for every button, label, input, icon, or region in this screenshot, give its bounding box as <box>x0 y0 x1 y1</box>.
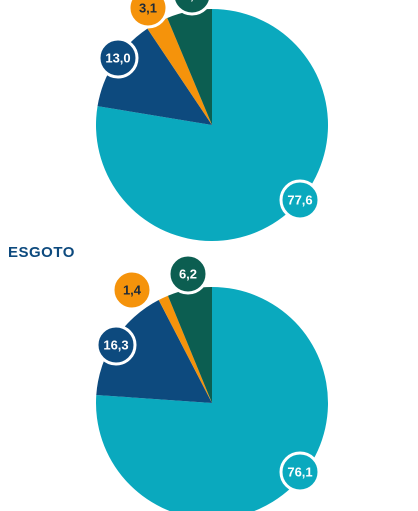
pie-slice <box>167 287 212 403</box>
pie-slice <box>147 17 212 125</box>
data-label: 6,3 <box>183 0 201 2</box>
pie-slice <box>96 9 329 241</box>
pie-slice <box>158 295 212 403</box>
pie-slice <box>96 287 328 511</box>
label-bubble <box>111 269 153 311</box>
data-label: 3,1 <box>139 0 157 15</box>
data-label: 13,0 <box>105 50 130 65</box>
label-bubble <box>172 0 212 16</box>
data-label: 76,1 <box>287 464 312 479</box>
label-bubble <box>97 37 139 79</box>
data-label: 77,6 <box>287 192 312 207</box>
label-bubble <box>167 253 209 295</box>
label-bubble <box>279 179 321 221</box>
label-bubble <box>279 451 321 493</box>
data-label: 1,4 <box>123 282 142 297</box>
chart-title: ESGOTO <box>8 244 75 261</box>
label-bubble <box>127 0 169 29</box>
pie-slice <box>167 9 212 125</box>
label-bubble <box>95 324 137 366</box>
data-label: 16,3 <box>103 337 128 352</box>
data-label: 6,2 <box>179 266 197 281</box>
pie-slice <box>96 299 212 403</box>
